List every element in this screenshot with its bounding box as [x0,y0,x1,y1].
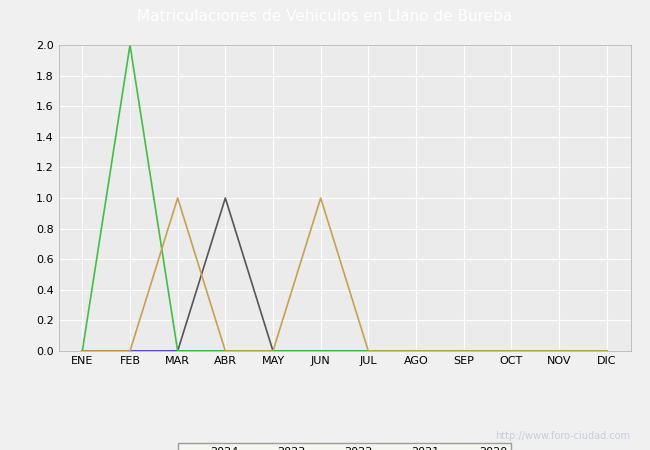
Text: http://www.foro-ciudad.com: http://www.foro-ciudad.com [495,431,630,441]
Text: Matriculaciones de Vehiculos en Llano de Bureba: Matriculaciones de Vehiculos en Llano de… [137,9,513,24]
Legend: 2024, 2023, 2022, 2021, 2020: 2024, 2023, 2022, 2021, 2020 [177,443,512,450]
